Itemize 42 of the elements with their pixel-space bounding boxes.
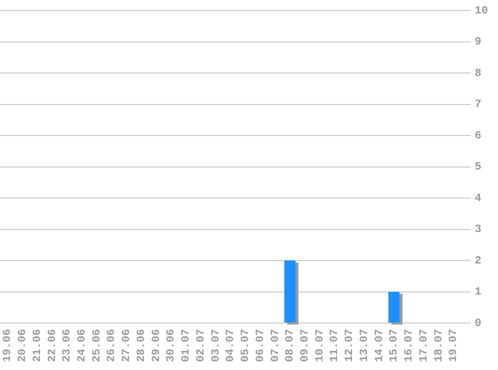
x-tick-label: 02.07 bbox=[195, 328, 208, 362]
y-tick-label: 4 bbox=[474, 192, 482, 205]
x-tick-label: 25.06 bbox=[91, 328, 104, 362]
x-tick-label: 19.06 bbox=[2, 328, 14, 362]
x-tick-label: 18.07 bbox=[433, 328, 446, 362]
x-tick-label: 09.07 bbox=[299, 328, 312, 362]
y-tick-label: 8 bbox=[474, 68, 482, 80]
x-tick-label: 14.07 bbox=[374, 328, 386, 362]
y-tick-label: 0 bbox=[474, 318, 482, 330]
x-tick-label: 19.07 bbox=[448, 328, 460, 362]
y-tick-label: 1 bbox=[474, 286, 482, 299]
y-tick-label: 9 bbox=[474, 36, 482, 49]
x-tick-label: 08.07 bbox=[284, 328, 297, 362]
y-tick-label: 7 bbox=[474, 99, 482, 112]
x-tick-label: 27.06 bbox=[121, 328, 134, 362]
x-tick-label: 03.07 bbox=[210, 328, 222, 362]
x-tick-label: 23.06 bbox=[62, 328, 74, 362]
x-tick-label: 10.07 bbox=[314, 328, 326, 362]
x-tick-label: 15.07 bbox=[388, 328, 401, 362]
x-tick-label: 20.06 bbox=[17, 328, 30, 362]
x-tick-label: 29.06 bbox=[150, 328, 163, 362]
x-tick-label: 24.06 bbox=[76, 328, 89, 362]
x-tick-label: 30.06 bbox=[166, 328, 178, 362]
x-tick-label: 17.07 bbox=[418, 328, 430, 362]
x-tick-label: 28.06 bbox=[136, 328, 148, 362]
x-tick-label: 12.07 bbox=[344, 328, 356, 362]
x-tick-label: 01.07 bbox=[180, 328, 193, 362]
x-tick-label: 26.06 bbox=[106, 328, 118, 362]
x-tick-label: 13.07 bbox=[358, 328, 371, 362]
y-tick-label: 5 bbox=[474, 162, 482, 174]
x-tick-label: 16.07 bbox=[404, 328, 416, 362]
x-tick-label: 04.07 bbox=[225, 328, 238, 362]
x-tick-label: 21.06 bbox=[32, 328, 44, 362]
x-tick-label: 05.07 bbox=[240, 328, 252, 362]
x-tick-label: 22.06 bbox=[46, 328, 59, 362]
x-tick-label: 07.07 bbox=[270, 328, 282, 362]
y-tick-label: 2 bbox=[474, 255, 482, 268]
y-tick-label: 10 bbox=[474, 5, 488, 18]
x-tick-label: 11.07 bbox=[329, 328, 342, 362]
x-tick-label: 06.07 bbox=[254, 328, 267, 362]
y-tick-label: 6 bbox=[474, 130, 482, 142]
y-tick-label: 3 bbox=[474, 224, 482, 236]
